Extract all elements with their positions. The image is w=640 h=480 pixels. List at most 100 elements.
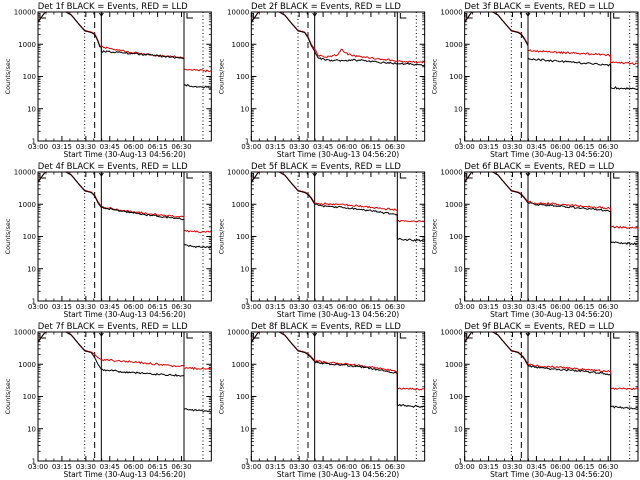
chart-title: Det 3f BLACK = Events, RED = LLD [464, 2, 614, 12]
flag-mark [98, 172, 104, 177]
flag-mark [312, 172, 318, 177]
x-axis-label: Start Time (30-Aug-13 04:56:20) [63, 150, 185, 159]
x-tick-label: 03:30 [76, 143, 96, 151]
y-tick-label: 1000 [18, 201, 36, 209]
x-tick-label: 03:00 [455, 463, 475, 471]
x-tick-label: 06:15 [361, 463, 381, 471]
y-tick-label: 1000 [445, 41, 463, 49]
series-line-black-events [250, 11, 425, 67]
x-tick-label: 06:30 [171, 463, 191, 471]
chart-title: Det 2f BLACK = Events, RED = LLD [251, 2, 401, 12]
y-axis-label: Counts/sec [217, 218, 225, 254]
y-tick-label: 1000 [445, 361, 463, 369]
x-tick-label: 06:30 [171, 143, 191, 151]
x-tick-label: 06:30 [598, 303, 618, 311]
y-axis-label: Counts/sec [217, 58, 225, 94]
chart-panel-9: Det 9f BLACK = Events, RED = LLD 1 10 100 10… [431, 322, 639, 479]
y-tick-label: 1000 [445, 201, 463, 209]
plot-frame [250, 11, 426, 142]
y-tick-label: 1 [32, 138, 36, 146]
x-tick-label: 03:30 [76, 463, 96, 471]
y-tick-label: 1 [245, 298, 249, 306]
series-line-black-events [37, 171, 212, 249]
flag-mark [525, 172, 531, 177]
x-tick-label: 03:15 [52, 143, 72, 151]
series-line-red-lld [37, 171, 212, 234]
x-tick-label: 03:30 [502, 143, 522, 151]
x-axis-label: Start Time (30-Aug-13 04:56:20) [490, 310, 612, 319]
y-tick-label: 100 [449, 233, 462, 241]
y-axis-label: Counts/sec [431, 58, 439, 94]
plot-frame [464, 331, 639, 462]
x-tick-label: 06:15 [148, 463, 168, 471]
x-tick-label: 03:45 [526, 463, 546, 471]
x-tick-label: 06:00 [124, 143, 144, 151]
y-tick-label: 1 [245, 458, 249, 466]
x-tick-label: 03:00 [28, 463, 48, 471]
y-axis-label: Counts/sec [217, 378, 225, 414]
plot-frame [37, 171, 212, 302]
interval-bracket-mark [186, 13, 193, 19]
chart-title: Det 8f BLACK = Events, RED = LLD [251, 322, 401, 332]
x-tick-label: 03:45 [526, 143, 546, 151]
chart-title: Det 5f BLACK = Events, RED = LLD [251, 162, 401, 172]
x-tick-label: 06:00 [337, 303, 357, 311]
series-line-red-lld [250, 11, 426, 64]
series-line-black-events [464, 11, 639, 91]
x-axis-label: Start Time (30-Aug-13 04:56:20) [277, 310, 399, 319]
interval-bracket-mark [186, 173, 193, 179]
x-tick-label: 06:00 [337, 463, 357, 471]
x-tick-label: 03:15 [478, 143, 498, 151]
x-tick-label: 06:00 [337, 143, 357, 151]
y-tick-label: 10 [27, 425, 36, 433]
x-tick-label: 03:00 [28, 143, 48, 151]
y-tick-label: 100 [236, 73, 249, 81]
series-line-black-events [37, 331, 212, 413]
x-tick-label: 06:00 [550, 463, 570, 471]
x-tick-label: 03:15 [478, 463, 498, 471]
x-tick-label: 03:30 [289, 303, 309, 311]
interval-bracket-mark [613, 173, 620, 179]
x-tick-label: 06:00 [550, 143, 570, 151]
y-tick-label: 10 [454, 105, 463, 113]
x-tick-label: 06:30 [598, 143, 618, 151]
y-tick-label: 10000 [440, 169, 462, 177]
flag-mark [312, 332, 318, 337]
x-tick-label: 03:15 [265, 463, 285, 471]
y-tick-label: 10 [240, 265, 249, 273]
series-line-black-events [464, 171, 639, 246]
flag-mark [98, 12, 104, 17]
y-tick-label: 100 [449, 393, 462, 401]
plot-frame [37, 331, 212, 462]
x-tick-label: 06:30 [385, 303, 405, 311]
x-tick-label: 06:15 [148, 303, 168, 311]
x-tick-label: 03:45 [526, 303, 546, 311]
chart-panel-3: Det 3f BLACK = Events, RED = LLD 1 10 100 10… [431, 2, 639, 159]
x-tick-label: 06:15 [148, 143, 168, 151]
interval-bracket-mark [252, 13, 260, 19]
series-line-black-events [464, 331, 639, 410]
y-tick-label: 100 [236, 393, 249, 401]
x-tick-label: 03:00 [455, 303, 475, 311]
y-tick-label: 1000 [232, 361, 250, 369]
x-tick-label: 03:30 [289, 463, 309, 471]
chart-title: Det 7f BLACK = Events, RED = LLD [38, 322, 188, 332]
chart-panel-8: Det 8f BLACK = Events, RED = LLD 1 10 100 10… [217, 322, 426, 479]
y-tick-label: 1 [245, 138, 249, 146]
chart-title: Det 6f BLACK = Events, RED = LLD [464, 162, 614, 172]
x-tick-label: 03:45 [313, 463, 333, 471]
series-line-red-lld [250, 331, 425, 391]
y-tick-label: 10000 [14, 9, 36, 17]
x-tick-label: 06:00 [550, 303, 570, 311]
flag-mark [525, 332, 531, 337]
chart-panel-5: Det 5f BLACK = Events, RED = LLD 1 10 100 10… [217, 162, 426, 319]
plot-frame [464, 11, 639, 142]
x-tick-label: 03:45 [313, 303, 333, 311]
y-tick-label: 1 [458, 458, 462, 466]
x-tick-label: 03:15 [478, 303, 498, 311]
series-line-red-lld [464, 11, 639, 66]
x-tick-label: 06:30 [385, 143, 405, 151]
y-tick-label: 10 [454, 425, 463, 433]
y-tick-label: 100 [236, 233, 249, 241]
